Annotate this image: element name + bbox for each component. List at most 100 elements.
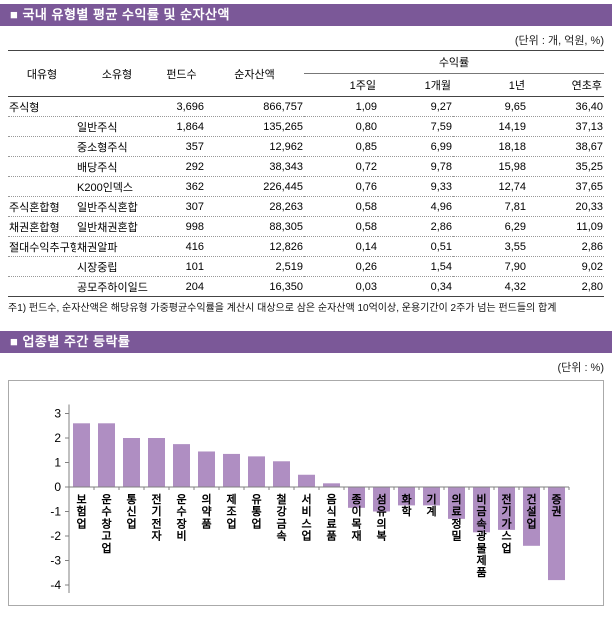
cell-return-1m: 4,96 [378,196,453,217]
table-row: 일반주식 1,864 135,265 0,80 7,59 14,19 37,13 [8,116,604,137]
cell-subtype: 일반주식혼합 [76,196,158,217]
cell-return-ytd: 35,25 [527,156,604,177]
cell-return-1w: 1,09 [304,96,378,117]
chart-bar [248,456,265,487]
section2-title: ■ 업종별 주간 등락률 [10,334,131,349]
cell-subtype: 공모주하이일드 [77,281,148,294]
col-header-funds: 펀드수 [166,68,197,81]
chart-bar [73,423,90,487]
table-row: K200인덱스 362 226,445 0,76 9,33 12,74 37,65 [8,176,604,197]
cell-return-ytd: 20,33 [527,196,604,217]
chart-bar [348,487,365,508]
cell-return-1w: 0,26 [304,256,378,277]
cell-return-1m: 9,78 [378,156,453,177]
chart-bar [148,438,165,487]
cell-subtype: 중소형주식 [76,136,158,157]
fund-table-body: 주식형 3,696 866,757 1,09 9,27 9,65 36,40 일반주식 1,86… [8,96,604,297]
chart-bar [323,483,340,487]
chart-bar [423,487,440,506]
col-header-maintype: 대유형 [26,68,58,81]
fund-returns-table: 대유형 소유형 펀드수 순자산액 수익률 1주일 1개월 1년 연초후 주식형 3… [8,50,604,297]
table-row: 채권혼합형 일반채권혼합 998 88,305 0,58 2,86 6,29 11,09 [8,216,604,237]
bar-chart-svg: 3 2 1 0 -1 -2 -3 -4 보 험 업 운 수 창 고 업 통 신 업 전 기 전 자 운 수 장 비 의 약 품 제 조 업 유 통 업… [50,404,570,593]
cell-return-1m: 1,54 [378,256,453,277]
cell-subtype: K200인덱스 [76,176,158,197]
cell-return-ytd: 2,86 [527,236,604,257]
cell-return-1m: 6,99 [378,136,453,157]
cell-return-1w: 0,14 [304,236,378,257]
cell-assets: 135,265 [205,116,304,137]
y-tick-label: 0 [54,480,61,494]
y-tick-label: -4 [50,578,61,592]
table-row: 주식혼합형 일반주식혼합 307 28,263 0,58 4,96 7,81 20,33 [8,196,604,217]
y-tick-label: 1 [54,456,61,470]
cell-return-1w: 0,76 [304,176,378,197]
cell-return-1m: 9,27 [378,96,453,117]
col-header-ytd: 연초후 [571,80,602,92]
cell-funds: 1,864 [158,116,205,137]
cell-funds: 3,696 [158,96,205,117]
cell-return-1y: 3,55 [453,236,527,257]
cell-return-1m: 0,34 [430,280,452,293]
col-header-1y: 1년 [508,80,525,92]
section2-titlebar: ■ 업종별 주간 등락률 [0,331,612,353]
col-header-1m: 1개월 [424,80,451,92]
y-tick-label: -1 [50,505,61,519]
cell-return-1w: 0,03 [355,280,377,293]
cell-subtype: 채권알파 [76,236,158,257]
cell-funds: 292 [158,156,205,177]
cell-assets: 28,263 [205,196,304,217]
cell-return-1y: 6,29 [453,216,527,237]
cell-assets: 12,962 [205,136,304,157]
cell-return-1y: 4,32 [504,280,526,293]
section1-unit-note: (단위 : 개, 억원, %) [514,35,604,47]
cell-return-1w: 0,72 [304,156,378,177]
chart-bar [298,474,315,487]
y-tick-label: -2 [50,529,61,543]
table-row: 주식형 3,696 866,757 1,09 9,27 9,65 36,40 [8,96,604,117]
cell-maintype [8,116,76,137]
chart-bar [498,487,515,530]
cell-subtype: 일반주식 [76,116,158,137]
y-tick-label: 3 [54,407,61,421]
cell-maintype [8,256,76,277]
cell-return-ytd: 38,67 [527,136,604,157]
cell-return-1y: 12,74 [453,176,527,197]
cell-return-1w: 0,85 [304,136,378,157]
section2-unit-note: (단위 : %) [557,362,604,374]
table-row: 시장중립 101 2,519 0,26 1,54 7,90 9,02 [8,256,604,277]
cell-return-ytd: 37,65 [527,176,604,197]
table-row: 절대수익추구형 채권알파 416 12,826 0,14 0,51 3,55 2,86 [8,236,604,257]
cell-return-ytd: 11,09 [527,216,604,237]
cell-return-1w: 0,58 [304,196,378,217]
cell-assets: 38,343 [205,156,304,177]
table-row: 배당주식 292 38,343 0,72 9,78 15,98 35,25 [8,156,604,177]
chart-bar [473,487,490,533]
cell-return-1y: 18,18 [453,136,527,157]
cell-return-1w: 0,58 [304,216,378,237]
cell-maintype [8,277,76,297]
cell-assets: 88,305 [205,216,304,237]
cell-maintype: 절대수익추구형 [8,236,76,257]
cell-funds: 307 [158,196,205,217]
y-tick-label: 2 [54,431,61,445]
cell-return-1m: 2,86 [378,216,453,237]
chart-bar [198,451,215,487]
cell-subtype: 배당주식 [76,156,158,177]
cell-return-ytd: 9,02 [527,256,604,277]
cell-return-1w: 0,80 [304,116,378,137]
fund-table-header: 대유형 소유형 펀드수 순자산액 수익률 1주일 1개월 1년 연초후 [8,50,604,97]
chart-bar [373,487,390,512]
cell-return-1m: 0,51 [378,236,453,257]
cell-funds: 204 [185,280,204,293]
chart-bar [448,487,465,519]
cell-maintype [8,136,76,157]
